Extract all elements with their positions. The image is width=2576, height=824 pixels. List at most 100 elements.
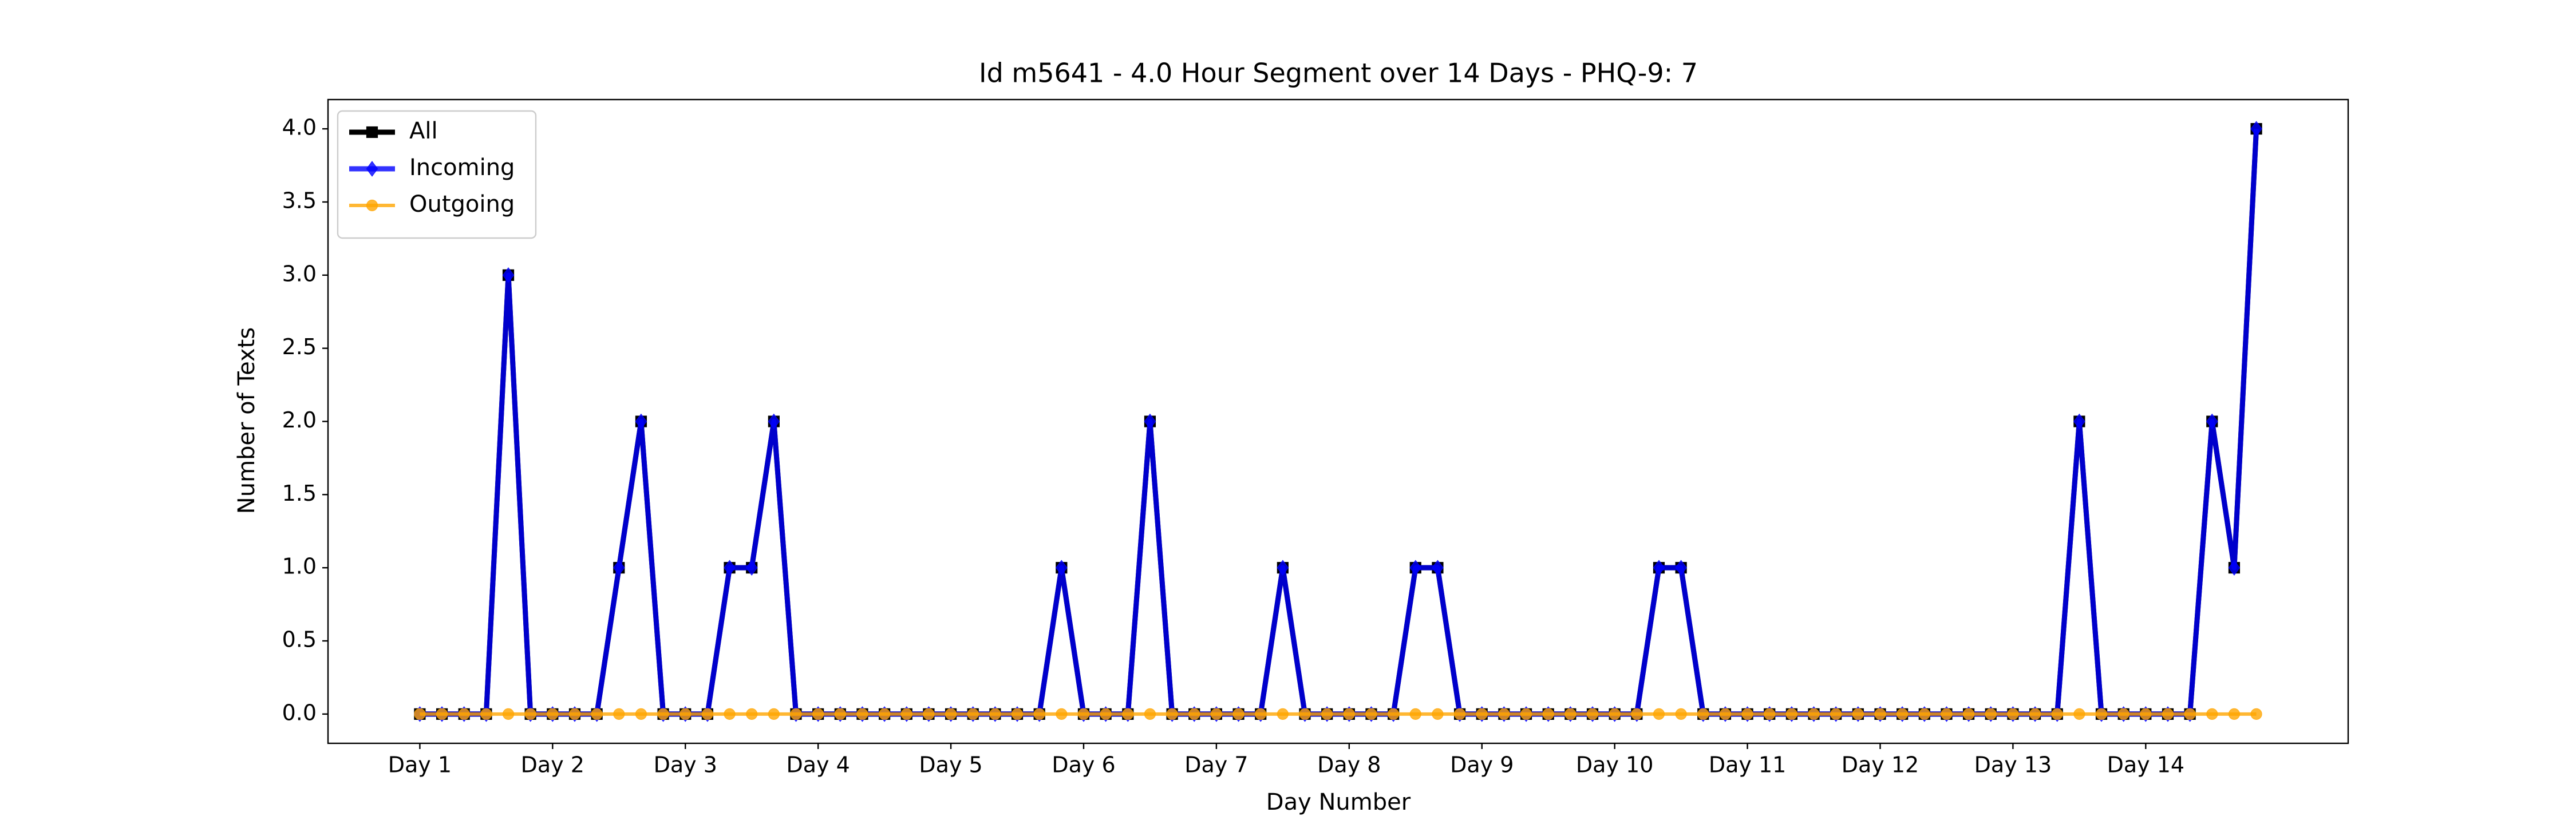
marker-circle [1897, 708, 1909, 720]
marker-circle [1941, 708, 1953, 720]
series [414, 708, 2262, 720]
x-tick-label: Day 8 [1317, 752, 1381, 778]
legend-label: Outgoing [409, 191, 515, 217]
x-tick-label: Day 1 [388, 752, 452, 778]
marker-circle [2184, 708, 2196, 720]
marker-circle [2117, 708, 2129, 720]
marker-circle [436, 708, 448, 720]
marker-circle [1719, 708, 1732, 720]
x-tick-label: Day 7 [1184, 752, 1248, 778]
marker-circle [1520, 708, 1532, 720]
marker-diamond [635, 413, 647, 430]
x-tick-label: Day 6 [1052, 752, 1115, 778]
marker-circle [1166, 708, 1178, 720]
marker-circle [458, 708, 470, 720]
marker-circle [2206, 708, 2218, 720]
marker-circle [414, 708, 426, 720]
marker-circle [945, 708, 957, 720]
marker-circle [1785, 708, 1797, 720]
marker-circle [1830, 708, 1842, 720]
marker-circle [2029, 708, 2041, 720]
marker-circle [1586, 708, 1599, 720]
marker-diamond [768, 413, 780, 430]
x-tick-label: Day 12 [1842, 752, 1919, 778]
marker-circle [856, 708, 868, 720]
marker-circle [657, 708, 669, 720]
marker-circle [591, 708, 603, 720]
marker-circle [834, 708, 846, 720]
marker-circle [2007, 708, 2019, 720]
marker-diamond [2206, 413, 2218, 430]
marker-circle [1564, 708, 1577, 720]
marker-circle [1299, 708, 1311, 720]
marker-circle [1321, 708, 1333, 720]
marker-diamond [2073, 413, 2085, 430]
marker-circle [2228, 708, 2241, 720]
x-tick-label: Day 9 [1450, 752, 1514, 778]
x-tick-label: Day 14 [2107, 752, 2184, 778]
marker-circle [768, 708, 780, 720]
y-tick-label: 2.0 [282, 407, 317, 433]
legend-label: All [409, 118, 438, 144]
marker-circle [2250, 708, 2262, 720]
marker-diamond [2228, 560, 2241, 576]
marker-circle [1985, 708, 1997, 720]
legend: All Incoming Outgoing [337, 110, 537, 239]
plot-frame [327, 98, 2349, 744]
marker-square [366, 126, 378, 138]
marker-circle [1675, 708, 1687, 720]
marker-circle [366, 199, 378, 212]
y-axis-label: Number of Texts [234, 327, 260, 514]
marker-diamond [1144, 413, 1156, 430]
marker-circle [1874, 708, 1886, 720]
marker-circle [1255, 708, 1267, 720]
marker-circle [1409, 708, 1421, 720]
marker-circle [1852, 708, 1864, 720]
marker-circle [1277, 708, 1289, 720]
legend-label: Incoming [409, 154, 515, 181]
marker-diamond [1432, 560, 1444, 576]
marker-circle [1476, 708, 1488, 720]
y-tick-label: 2.5 [282, 334, 317, 359]
marker-circle [613, 708, 625, 720]
marker-circle [1232, 708, 1244, 720]
marker-diamond [613, 560, 625, 576]
marker-circle [547, 708, 559, 720]
marker-circle [724, 708, 736, 720]
marker-circle [701, 708, 713, 720]
marker-circle [2051, 708, 2063, 720]
x-tick-label: Day 5 [919, 752, 982, 778]
x-axis-label: Day Number [1266, 789, 1411, 815]
marker-circle [1453, 708, 1466, 720]
marker-diamond [724, 560, 736, 576]
marker-circle [1011, 708, 1024, 720]
marker-circle [879, 708, 891, 720]
chart-title: Id m5641 - 4.0 Hour Segment over 14 Days… [979, 58, 1698, 89]
marker-diamond [1653, 560, 1665, 576]
x-tick-label: Day 4 [787, 752, 850, 778]
marker-diamond [1675, 560, 1687, 576]
marker-circle [635, 708, 647, 720]
marker-diamond [745, 560, 758, 576]
marker-circle [2140, 708, 2152, 720]
marker-circle [480, 708, 492, 720]
marker-circle [2073, 708, 2085, 720]
marker-circle [2095, 708, 2108, 720]
y-tick-label: 1.0 [282, 554, 317, 579]
marker-circle [1918, 708, 1930, 720]
marker-diamond [1409, 560, 1422, 576]
marker-circle [1764, 708, 1776, 720]
marker-circle [967, 708, 979, 720]
y-tick-label: 4.0 [282, 115, 317, 140]
x-tick-label: Day 10 [1576, 752, 1653, 778]
marker-circle [502, 708, 515, 720]
marker-diamond [366, 161, 378, 177]
y-tick-label: 0.5 [282, 627, 317, 652]
marker-circle [812, 708, 824, 720]
y-tick-label: 0.0 [282, 700, 317, 725]
marker-circle [1144, 708, 1156, 720]
marker-circle [1741, 708, 1753, 720]
marker-circle [923, 708, 935, 720]
marker-circle [1498, 708, 1510, 720]
marker-circle [1365, 708, 1377, 720]
